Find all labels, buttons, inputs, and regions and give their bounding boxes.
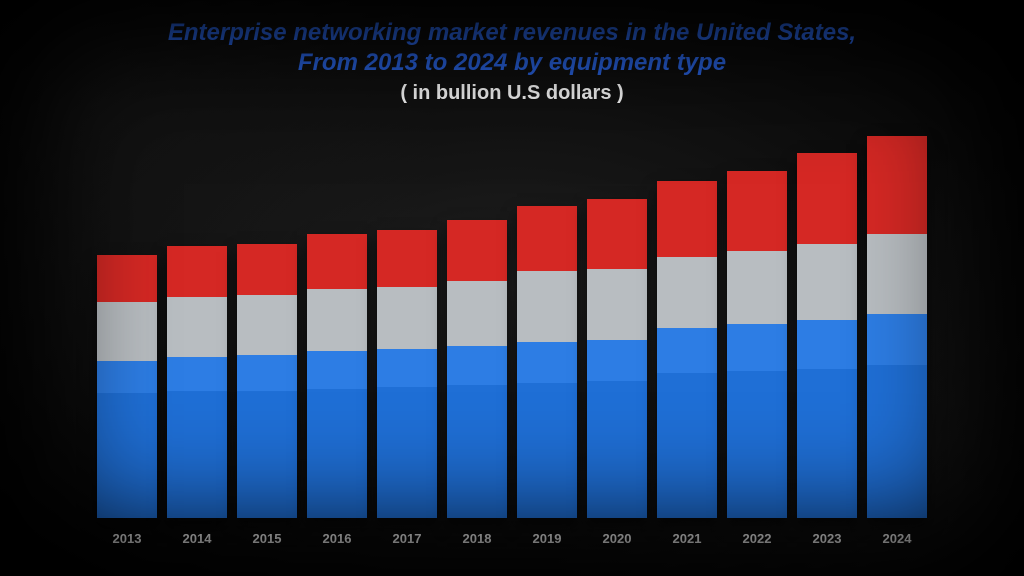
bar-segment-s1	[307, 389, 367, 518]
bar-segment-s1	[167, 391, 227, 518]
x-axis-label: 2013	[92, 531, 162, 546]
stacked-bar	[377, 230, 437, 518]
bar-segment-s2	[797, 320, 857, 369]
bar-segment-s4	[97, 255, 157, 302]
chart-container: Enterprise networking market revenues in…	[0, 0, 1024, 576]
bar-slot	[652, 181, 722, 518]
bar-segment-s2	[727, 324, 787, 371]
bar-segment-s4	[237, 244, 297, 295]
bars-row	[92, 123, 932, 518]
bar-segment-s4	[797, 153, 857, 243]
chart-title-line1: Enterprise networking market revenues in…	[40, 18, 984, 48]
bar-segment-s3	[307, 289, 367, 352]
bar-segment-s1	[587, 381, 647, 518]
bar-segment-s4	[167, 246, 227, 297]
stacked-bar	[867, 136, 927, 518]
bar-segment-s2	[867, 314, 927, 365]
x-axis-label: 2023	[792, 531, 862, 546]
bar-segment-s1	[797, 369, 857, 518]
bar-segment-s1	[237, 391, 297, 518]
bar-segment-s3	[237, 295, 297, 356]
x-axis-label: 2016	[302, 531, 372, 546]
bar-segment-s3	[727, 251, 787, 324]
bar-segment-s4	[517, 206, 577, 271]
x-axis-label: 2018	[442, 531, 512, 546]
bar-segment-s2	[307, 351, 367, 388]
bar-segment-s3	[377, 287, 437, 350]
x-axis-label: 2014	[162, 531, 232, 546]
bar-segment-s3	[167, 297, 227, 358]
chart-plot-area: 2013201420152016201720182019202020212022…	[40, 123, 984, 546]
bar-segment-s2	[447, 346, 507, 385]
bar-segment-s3	[447, 281, 507, 346]
bar-segment-s1	[657, 373, 717, 518]
bar-segment-s4	[867, 136, 927, 234]
x-axis-label: 2015	[232, 531, 302, 546]
bar-segment-s4	[587, 199, 647, 270]
stacked-bar	[797, 153, 857, 518]
bar-segment-s1	[517, 383, 577, 518]
chart-subtitle: ( in bullion U.S dollars )	[40, 82, 984, 105]
x-axis-label: 2022	[722, 531, 792, 546]
x-axis-label: 2020	[582, 531, 652, 546]
stacked-bar	[97, 255, 157, 518]
bar-slot	[862, 136, 932, 518]
bar-slot	[302, 234, 372, 518]
bar-segment-s4	[657, 181, 717, 257]
bar-segment-s3	[517, 271, 577, 342]
bar-segment-s3	[867, 234, 927, 314]
bar-segment-s1	[97, 393, 157, 518]
bar-slot	[92, 255, 162, 518]
stacked-bar	[517, 206, 577, 518]
bar-segment-s2	[587, 340, 647, 381]
x-axis-label: 2017	[372, 531, 442, 546]
bar-slot	[582, 199, 652, 518]
bar-segment-s2	[237, 355, 297, 390]
bar-segment-s1	[867, 365, 927, 518]
bar-segment-s1	[727, 371, 787, 518]
bar-segment-s3	[587, 269, 647, 340]
stacked-bar	[727, 171, 787, 518]
stacked-bar	[307, 234, 367, 518]
x-axis-label: 2021	[652, 531, 722, 546]
bar-segment-s3	[657, 257, 717, 328]
bar-segment-s2	[97, 361, 157, 392]
title-block: Enterprise networking market revenues in…	[40, 18, 984, 105]
x-axis-label: 2019	[512, 531, 582, 546]
bar-segment-s4	[307, 234, 367, 289]
bar-slot	[512, 206, 582, 518]
bar-segment-s2	[517, 342, 577, 383]
bar-segment-s4	[447, 220, 507, 281]
bar-segment-s2	[657, 328, 717, 373]
stacked-bar	[587, 199, 647, 518]
x-axis-label: 2024	[862, 531, 932, 546]
bar-slot	[722, 171, 792, 518]
bar-segment-s4	[377, 230, 437, 287]
chart-title-line2: From 2013 to 2024 by equipment type	[40, 48, 984, 78]
bar-slot	[162, 246, 232, 518]
bar-segment-s1	[447, 385, 507, 518]
bar-slot	[442, 220, 512, 518]
stacked-bar	[237, 244, 297, 518]
bar-segment-s3	[797, 244, 857, 320]
bar-segment-s2	[167, 357, 227, 390]
bar-slot	[792, 153, 862, 518]
bar-segment-s3	[97, 302, 157, 361]
stacked-bar	[167, 246, 227, 518]
stacked-bar	[447, 220, 507, 518]
bar-segment-s2	[377, 349, 437, 386]
x-axis-labels: 2013201420152016201720182019202020212022…	[92, 531, 932, 546]
stacked-bar	[657, 181, 717, 518]
bar-segment-s1	[377, 387, 437, 518]
bar-slot	[232, 244, 302, 518]
bar-slot	[372, 230, 442, 518]
bar-segment-s4	[727, 171, 787, 251]
